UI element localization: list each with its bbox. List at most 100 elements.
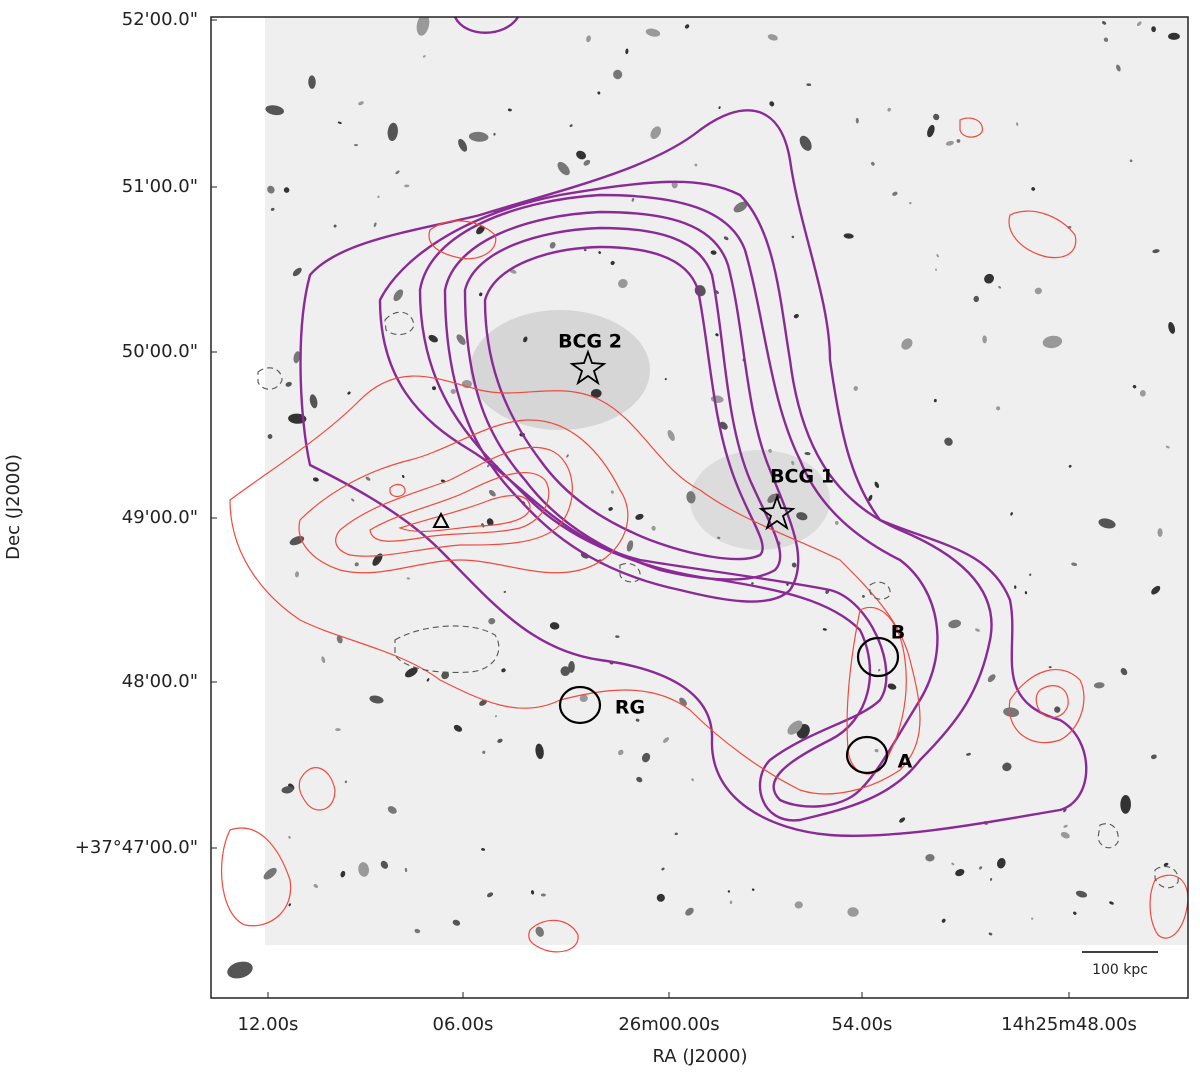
galaxy <box>626 540 634 552</box>
galaxy <box>456 334 466 345</box>
galaxy <box>358 862 369 877</box>
galaxy <box>787 720 803 735</box>
galaxy <box>482 750 486 754</box>
galaxy <box>1063 824 1068 828</box>
galaxy <box>998 286 1002 289</box>
galaxy <box>387 806 397 814</box>
galaxy <box>422 55 426 58</box>
galaxy <box>358 101 364 106</box>
galaxy <box>769 101 775 107</box>
galaxy <box>1024 591 1028 595</box>
galaxy <box>718 106 721 110</box>
galaxy <box>674 832 678 836</box>
galaxy <box>540 893 546 897</box>
galaxy <box>733 201 748 213</box>
galaxy <box>685 907 694 916</box>
galaxy <box>441 671 450 680</box>
galaxy <box>973 295 980 303</box>
galaxy <box>365 476 371 481</box>
galaxy <box>267 434 273 439</box>
galaxy <box>694 163 698 167</box>
galaxy <box>791 562 797 568</box>
y-tick-label: 51'00.0" <box>122 176 198 197</box>
galaxy <box>404 867 408 873</box>
galaxy <box>892 191 898 196</box>
galaxy <box>1136 21 1142 27</box>
galaxy <box>344 780 348 784</box>
galaxy <box>481 848 485 851</box>
galaxy <box>285 381 292 387</box>
galaxy <box>978 866 983 870</box>
galaxy <box>479 292 483 297</box>
galaxy <box>523 336 528 343</box>
galaxy <box>996 406 1001 411</box>
galaxy <box>717 536 721 540</box>
annotation: BCG 1 <box>770 466 834 488</box>
galaxy <box>1063 808 1067 813</box>
galaxy <box>1015 122 1019 126</box>
galaxy <box>799 135 812 151</box>
galaxy <box>336 635 343 644</box>
galaxy <box>387 122 398 142</box>
galaxy <box>793 313 799 319</box>
annotation: A <box>898 751 913 773</box>
x-tick-label: 26m00.00s <box>618 1014 719 1035</box>
galaxy <box>479 699 487 706</box>
galaxy <box>1073 911 1077 915</box>
galaxy <box>982 335 987 344</box>
galaxy <box>636 776 643 783</box>
galaxy <box>608 507 613 511</box>
galaxy <box>369 695 384 704</box>
galaxy <box>1042 335 1063 349</box>
galaxy <box>377 195 380 199</box>
galaxy <box>887 107 891 112</box>
galaxy <box>321 656 326 664</box>
galaxy <box>855 117 859 124</box>
galaxy <box>1151 585 1161 595</box>
galaxy <box>569 124 573 128</box>
galaxy <box>1014 585 1017 589</box>
galaxy <box>984 273 994 284</box>
galaxy <box>901 338 913 350</box>
source-a-circle <box>845 735 889 775</box>
galaxy <box>1002 762 1012 772</box>
galaxy <box>288 903 291 907</box>
galaxy <box>990 877 993 881</box>
galaxy <box>535 926 544 937</box>
galaxy <box>354 562 359 567</box>
galaxy <box>768 448 772 453</box>
galaxy <box>549 622 560 630</box>
galaxy <box>340 870 346 878</box>
annotation: BCG 2 <box>558 331 622 353</box>
galaxy <box>406 577 411 580</box>
galaxy <box>313 884 319 888</box>
galaxy <box>1102 21 1107 25</box>
galaxy <box>618 278 628 289</box>
frame <box>210 16 1189 999</box>
galaxy <box>1029 573 1032 576</box>
galaxy <box>936 254 939 258</box>
galaxy <box>1150 754 1157 760</box>
galaxy <box>494 715 498 718</box>
galaxy <box>497 738 503 743</box>
galaxy <box>625 48 629 55</box>
galaxy <box>975 628 980 632</box>
galaxy <box>347 391 351 395</box>
y-tick-label: +37°47'00.0" <box>75 837 198 858</box>
galaxy <box>535 743 544 760</box>
galaxy <box>631 197 635 202</box>
galaxy <box>987 674 996 683</box>
galaxy <box>1003 707 1020 717</box>
galaxy <box>426 678 430 682</box>
galaxy <box>723 236 729 241</box>
galaxy <box>951 862 955 866</box>
galaxy <box>488 489 496 497</box>
galaxy <box>727 890 731 893</box>
galaxy <box>650 126 662 139</box>
galaxy <box>656 893 665 902</box>
galaxy <box>804 451 811 456</box>
galaxy <box>878 668 881 672</box>
galaxy <box>996 858 1006 869</box>
galaxy <box>1168 32 1180 40</box>
galaxy <box>1132 384 1137 389</box>
